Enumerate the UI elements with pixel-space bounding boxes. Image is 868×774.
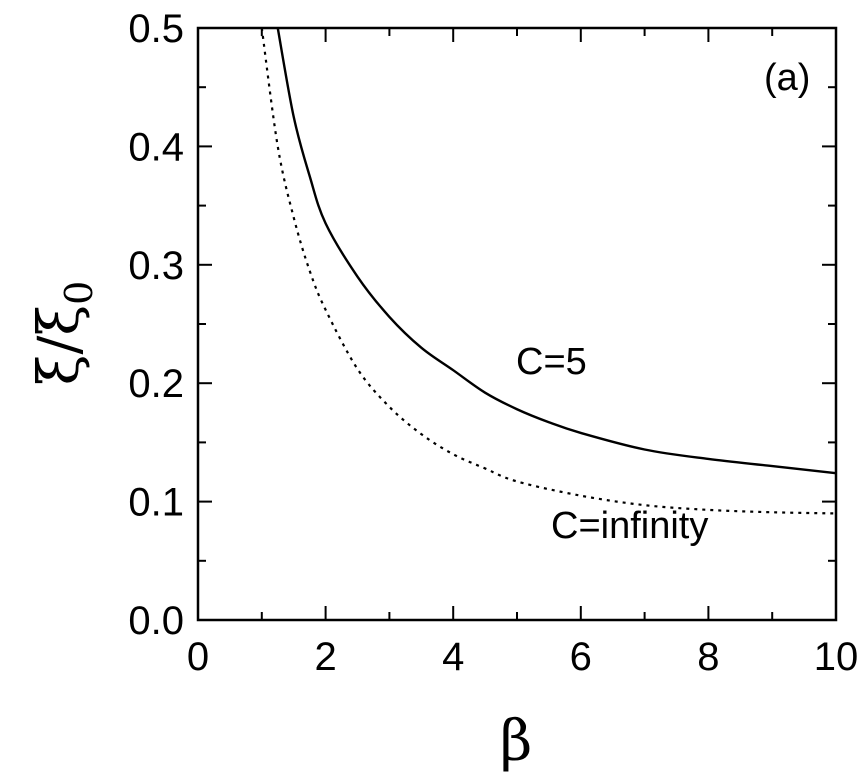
- series-label-c-infinity: C=infinity: [551, 505, 708, 547]
- series-line-c-infinity: [260, 27, 837, 515]
- x-axis-title: β: [500, 709, 532, 774]
- y-tick-label: 0.1: [128, 481, 184, 525]
- series-label-c5: C=5: [516, 341, 587, 383]
- y-axis: 0.0 0.1 0.2 0.3 0.4 0.5: [128, 7, 836, 643]
- x-tick-label: 4: [442, 635, 464, 679]
- y-axis-title-main: ξ/ξ: [27, 305, 92, 386]
- y-tick-label: 0.2: [128, 362, 184, 406]
- y-tick-label: 0.3: [128, 244, 184, 288]
- y-axis-title: ξ/ξ0: [27, 281, 101, 386]
- x-tick-label: 6: [570, 635, 592, 679]
- x-tick-label: 2: [314, 635, 336, 679]
- series-line-c-5: [276, 27, 837, 475]
- y-tick-label: 0.5: [128, 7, 184, 51]
- y-axis-title-subscript: 0: [57, 281, 101, 305]
- series-layer: [260, 27, 837, 515]
- x-tick-label: 8: [697, 635, 719, 679]
- x-tick-label: 10: [814, 635, 859, 679]
- y-tick-label: 0.4: [128, 125, 184, 169]
- x-tick-label: 0: [187, 635, 209, 679]
- svg-text:ξ/ξ0: ξ/ξ0: [27, 281, 101, 386]
- x-axis: 0 2 4 6 8 10: [187, 28, 858, 679]
- y-tick-label: 0.0: [128, 599, 184, 643]
- panel-label: (a): [764, 57, 810, 99]
